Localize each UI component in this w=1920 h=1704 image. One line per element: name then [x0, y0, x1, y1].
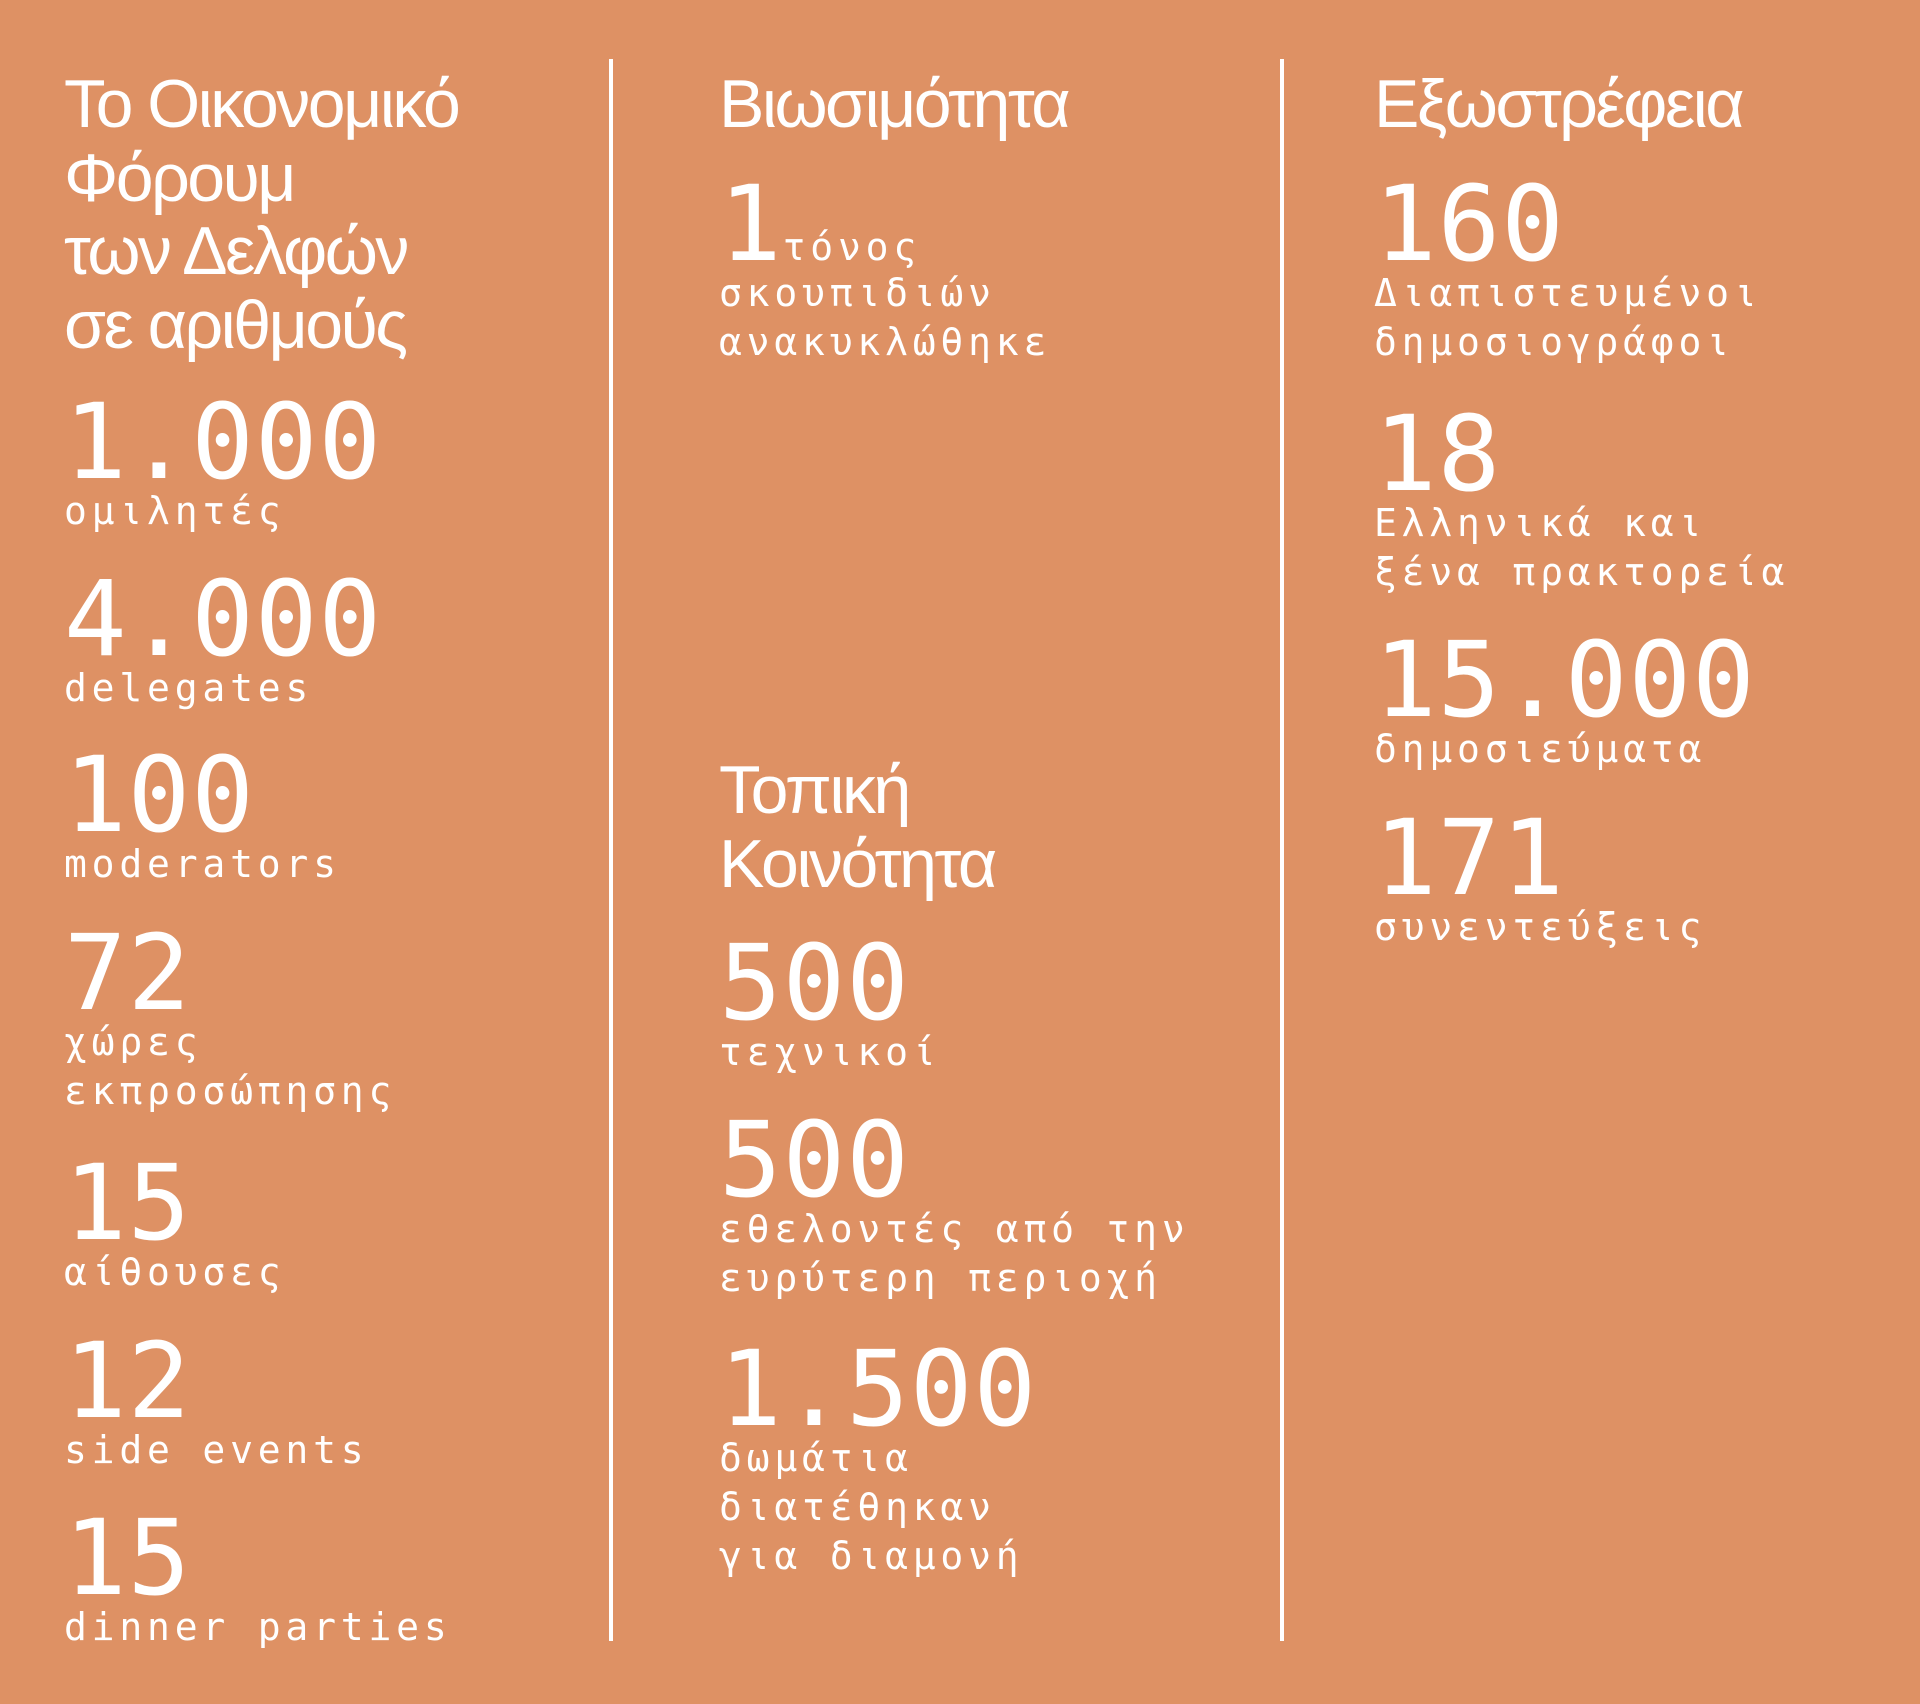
heading-line: Εξωστρέφεια	[1374, 66, 1745, 142]
stat-value: 1	[719, 163, 783, 285]
stat-moderators: 100 moderators	[64, 743, 341, 889]
stat-publications: 15.000 δημοσιεύματα	[1374, 628, 1756, 774]
column-outreach: Εξωστρέφεια 160 Διαπιστευμένοι δημοσιογρ…	[1374, 0, 1914, 1704]
heading-line: Βιωσιμότητα	[719, 66, 1071, 142]
outreach-heading: Εξωστρέφεια	[1374, 66, 1745, 142]
stat-label: ξένα πρακτορεία	[1374, 550, 1790, 594]
stat-label: δωμάτια	[719, 1436, 913, 1480]
stat-label: εθελοντές από την	[719, 1207, 1190, 1251]
stat-label: αίθουσες	[64, 1250, 286, 1294]
stat-label: εκπροσώπησης	[64, 1069, 397, 1113]
stat-value: 500	[719, 1099, 910, 1221]
stat-label: ανακυκλώθηκε	[719, 320, 1052, 364]
stat-label: moderators	[64, 842, 341, 886]
stat-label: δημοσιογράφοι	[1374, 320, 1734, 364]
stat-label: συνεντεύξεις	[1374, 905, 1707, 949]
heading-line: Φόρουμ	[64, 139, 296, 216]
stat-speakers: 1.000 ομιλητές	[64, 390, 382, 536]
stat-side-events: 12 side events	[64, 1329, 368, 1475]
stat-recycled-waste: 1τόνος σκουπιδιών ανακυκλώθηκε	[719, 172, 1051, 367]
column-divider-right	[1280, 59, 1284, 1641]
column-sustainability-community: Βιωσιμότητα 1τόνος σκουπιδιών ανακυκλώθη…	[719, 0, 1274, 1704]
heading-line: Το Οικονομικό	[64, 66, 461, 142]
stat-value-line: 1τόνος	[719, 172, 1051, 276]
stat-value: 500	[719, 922, 910, 1044]
heading-line: των Δελφών	[64, 213, 409, 289]
stat-label: side events	[64, 1428, 369, 1472]
stat-value: 4.000	[64, 558, 383, 680]
stat-label: σκουπιδιών	[719, 271, 996, 315]
stat-volunteers: 500 εθελοντές από την ευρύτερη περιοχή	[719, 1108, 1190, 1303]
stat-interviews: 171 συνεντεύξεις	[1374, 806, 1706, 952]
forum-heading: Το Οικονομικό Φόρουμ των Δελφών σε αριθμ…	[64, 66, 461, 363]
stat-value: 72	[64, 912, 192, 1034]
stat-value: 15	[64, 1497, 192, 1619]
sustainability-heading: Βιωσιμότητα	[719, 66, 1071, 142]
local-community-heading: Τοπική Κοινότητα	[719, 752, 997, 902]
stat-label: δημοσιεύματα	[1374, 727, 1707, 771]
heading-line: Κοινότητα	[719, 825, 997, 902]
stat-technicians: 500 τεχνικοί	[719, 931, 940, 1077]
stat-delegates: 4.000 delegates	[64, 567, 382, 713]
stat-value: 15.000	[1374, 619, 1756, 741]
stat-label: ομιλητές	[64, 489, 286, 533]
column-forum-in-numbers: Το Οικονομικό Φόρουμ των Δελφών σε αριθμ…	[64, 0, 604, 1704]
stat-label: χώρες	[64, 1020, 203, 1064]
stat-label: delegates	[64, 666, 314, 710]
stat-value: 171	[1374, 797, 1565, 919]
stat-dinner-parties: 15 dinner parties	[64, 1506, 452, 1652]
stat-label: dinner parties	[64, 1605, 452, 1649]
stat-label: για διαμονή	[719, 1534, 1024, 1578]
stat-value: 1.000	[64, 381, 383, 503]
stat-agencies: 18 Ελληνικά και ξένα πρακτορεία	[1374, 402, 1789, 597]
stat-label: διατέθηκαν	[719, 1485, 996, 1529]
stat-journalists: 160 Διαπιστευμένοι δημοσιογράφοι	[1374, 172, 1762, 367]
stat-label: ευρύτερη περιοχή	[719, 1256, 1162, 1300]
heading-line: Τοπική	[719, 752, 911, 828]
stat-countries: 72 χώρες εκπροσώπησης	[64, 921, 396, 1116]
stat-value: 15	[64, 1142, 192, 1264]
stat-value: 100	[64, 734, 255, 856]
stat-value: 1.500	[719, 1328, 1038, 1450]
stat-value: 12	[64, 1320, 192, 1442]
stat-unit: τόνος	[782, 225, 922, 269]
stat-rooms: 15 αίθουσες	[64, 1151, 285, 1297]
stat-hotel-rooms: 1.500 δωμάτια διατέθηκαν για διαμονή	[719, 1337, 1037, 1581]
stat-value: 160	[1374, 163, 1565, 285]
stat-label: τεχνικοί	[719, 1030, 941, 1074]
stat-label: Ελληνικά και	[1374, 501, 1707, 545]
stat-value: 18	[1374, 393, 1502, 515]
column-divider-left	[609, 59, 613, 1641]
heading-line: σε αριθμούς	[64, 286, 408, 363]
stat-label: Διαπιστευμένοι	[1374, 271, 1762, 315]
